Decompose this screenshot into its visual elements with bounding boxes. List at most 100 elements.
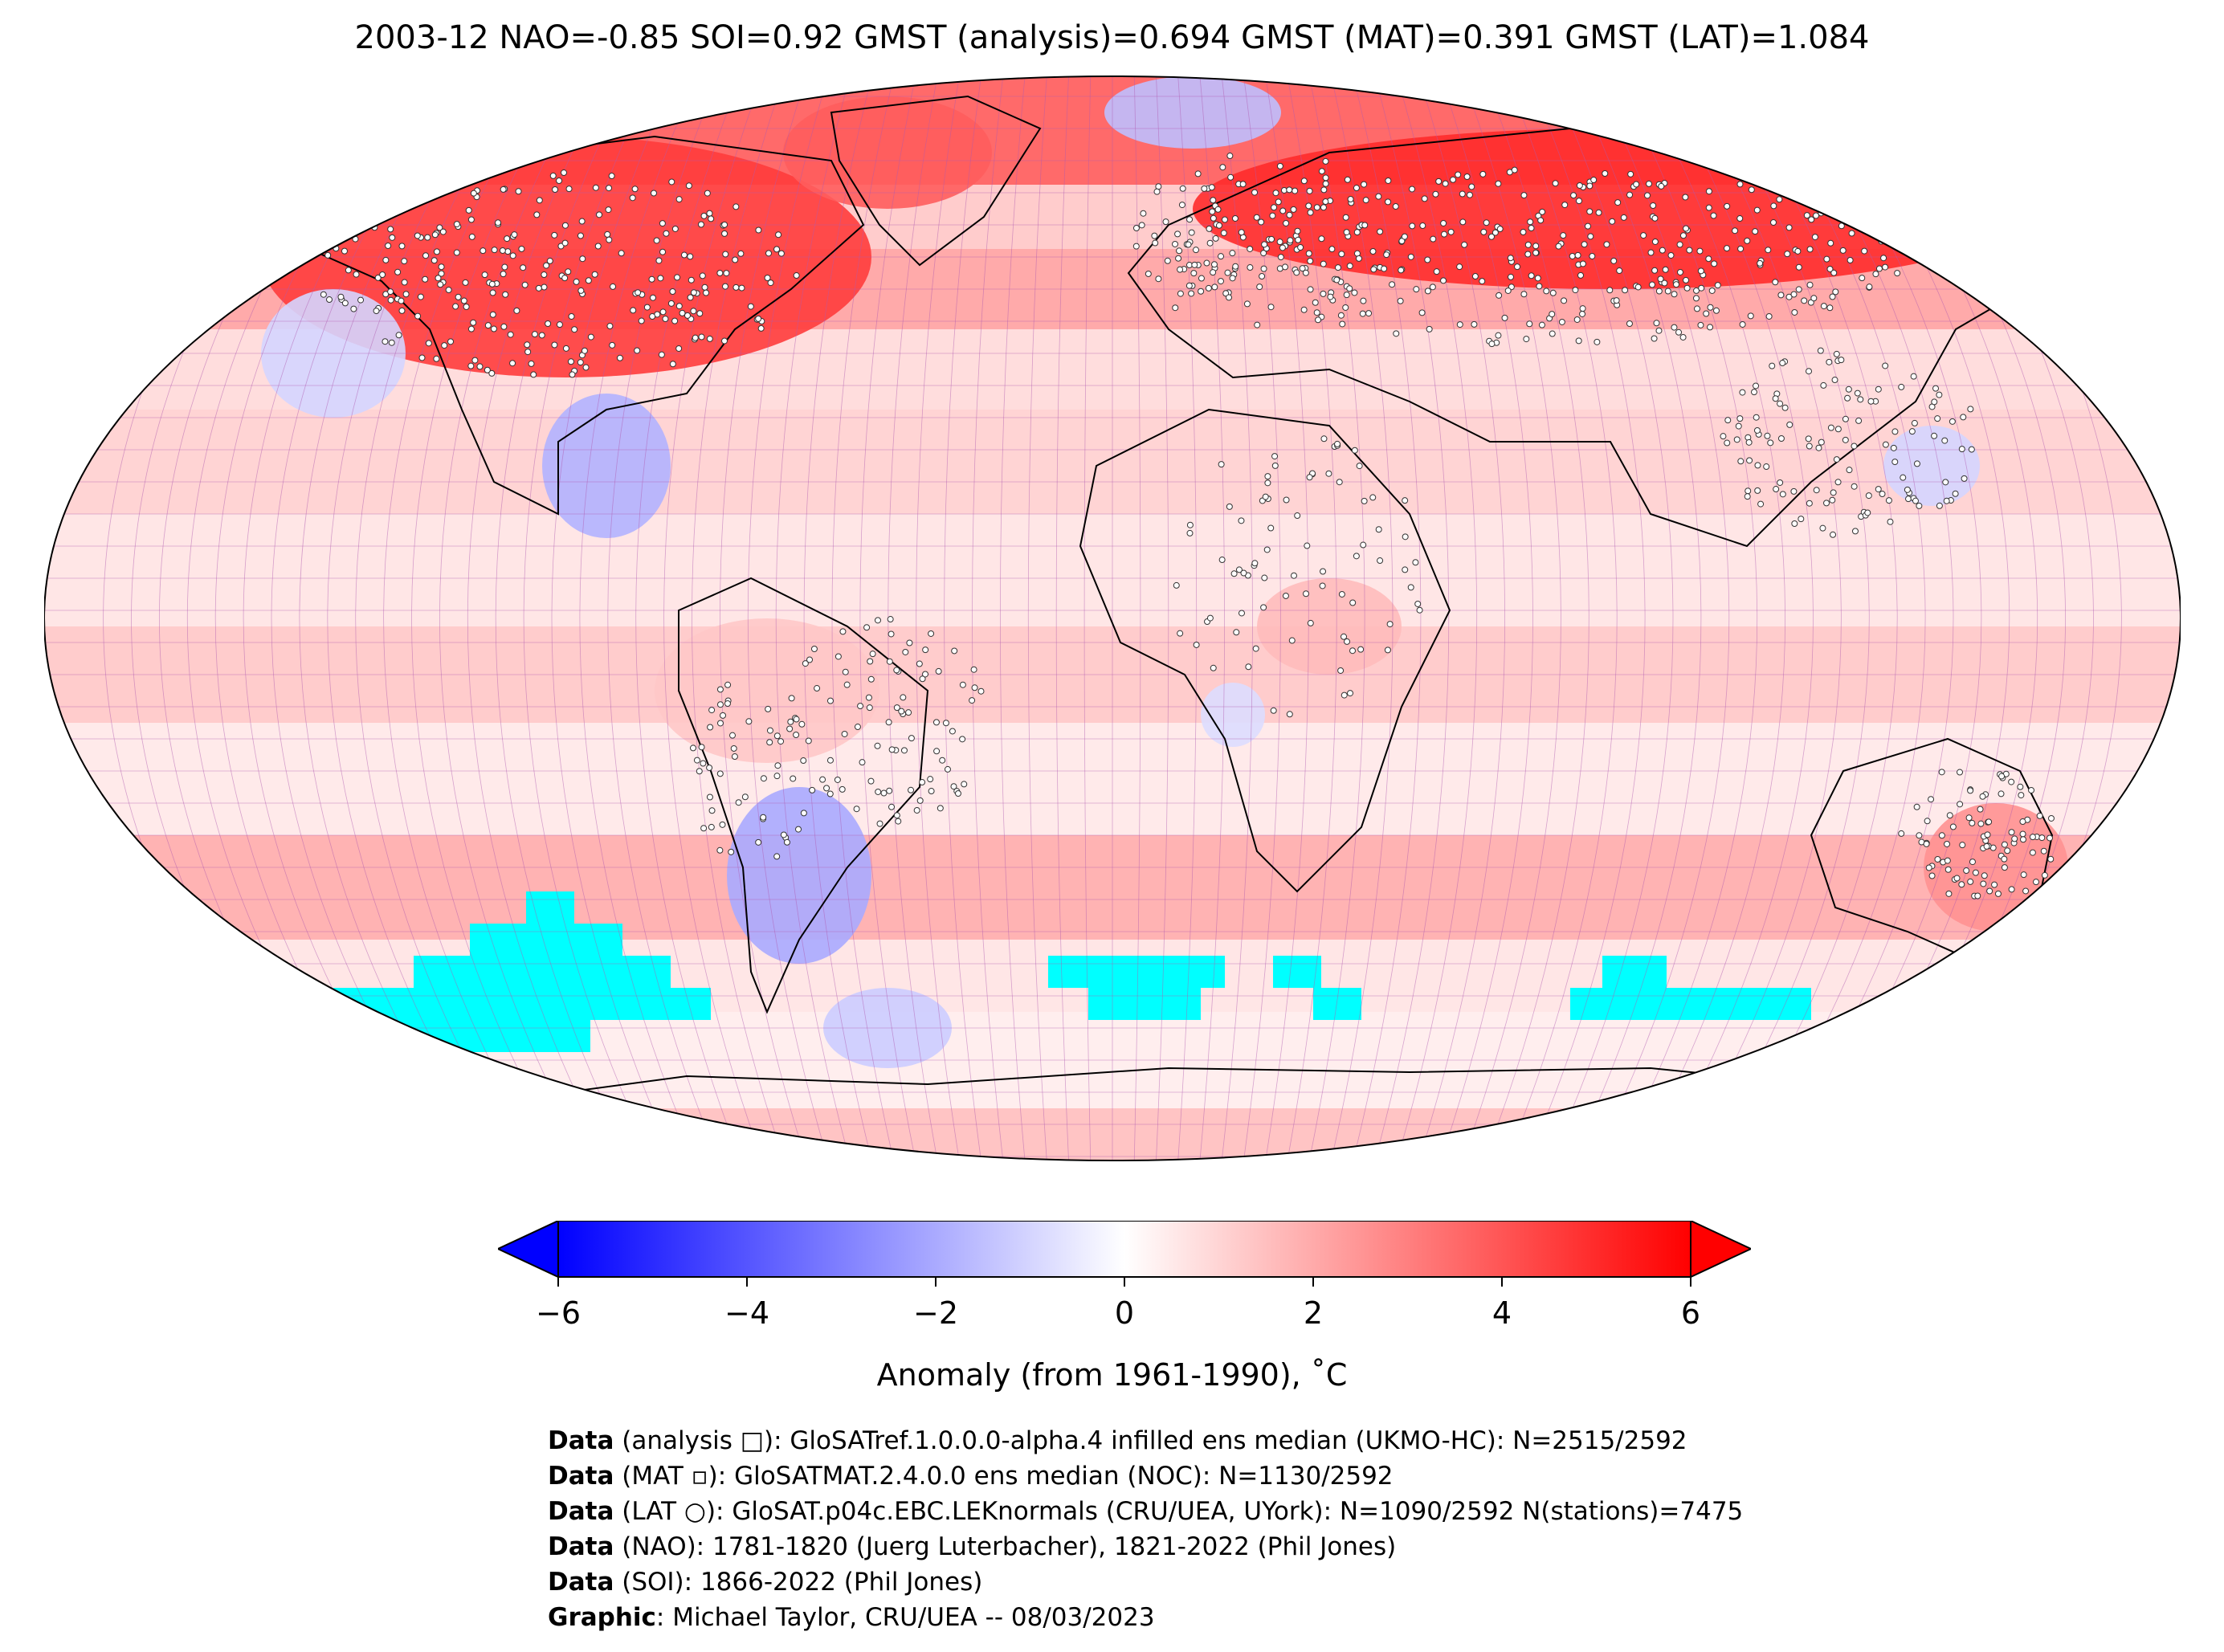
station-marker bbox=[1649, 281, 1656, 288]
station-marker bbox=[2019, 830, 2026, 838]
station-marker bbox=[1798, 516, 1805, 523]
station-marker bbox=[1259, 273, 1266, 280]
station-marker bbox=[760, 775, 767, 782]
station-marker bbox=[1362, 197, 1369, 204]
station-marker bbox=[1552, 180, 1559, 187]
station-marker bbox=[893, 704, 900, 712]
station-marker bbox=[741, 793, 749, 801]
station-marker bbox=[467, 362, 475, 369]
temperature-anomaly-map bbox=[44, 75, 2181, 1161]
station-marker bbox=[1238, 610, 1245, 617]
station-marker bbox=[893, 667, 900, 674]
station-marker bbox=[1218, 557, 1226, 564]
station-marker bbox=[1194, 170, 1202, 177]
station-marker bbox=[671, 317, 679, 324]
station-marker bbox=[374, 274, 382, 281]
station-marker bbox=[764, 274, 771, 281]
station-marker bbox=[414, 312, 422, 320]
station-marker bbox=[489, 311, 496, 318]
station-marker bbox=[630, 307, 637, 314]
station-marker bbox=[606, 323, 614, 330]
grid-meridian bbox=[1695, 76, 1870, 1160]
credit-bold: Data bbox=[548, 1462, 614, 1491]
station-marker bbox=[1258, 218, 1265, 226]
station-marker bbox=[2008, 886, 2015, 893]
colorbar-tick-label: −2 bbox=[913, 1295, 958, 1331]
station-marker bbox=[1251, 189, 1259, 196]
station-marker bbox=[1307, 619, 1314, 626]
station-marker bbox=[783, 838, 790, 846]
station-marker bbox=[524, 341, 531, 349]
station-marker bbox=[379, 271, 386, 278]
station-marker bbox=[609, 341, 616, 349]
station-marker bbox=[513, 307, 520, 314]
station-marker bbox=[528, 360, 535, 367]
station-marker bbox=[679, 309, 686, 316]
station-marker bbox=[1320, 435, 1328, 443]
credit-line: Data (analysis □): GloSATref.1.0.0.0-alp… bbox=[548, 1423, 1743, 1458]
station-marker bbox=[1226, 294, 1233, 301]
station-marker bbox=[1360, 541, 1367, 549]
station-marker bbox=[1650, 202, 1657, 210]
station-marker bbox=[1905, 496, 1912, 503]
station-marker bbox=[436, 224, 443, 231]
station-marker bbox=[1261, 241, 1268, 248]
station-marker bbox=[722, 251, 729, 258]
station-marker bbox=[1177, 630, 1184, 637]
station-marker bbox=[1328, 246, 1336, 253]
station-marker bbox=[573, 278, 580, 285]
station-marker bbox=[1528, 225, 1535, 232]
station-marker bbox=[1985, 818, 1993, 826]
station-marker bbox=[810, 645, 818, 652]
station-marker bbox=[1861, 247, 1868, 255]
station-marker bbox=[1785, 293, 1793, 300]
station-marker bbox=[1634, 283, 1642, 291]
station-marker bbox=[1574, 251, 1581, 259]
station-marker bbox=[766, 727, 773, 734]
station-marker bbox=[793, 272, 800, 279]
station-marker bbox=[1609, 218, 1616, 225]
missing-data-cell bbox=[1570, 988, 1811, 1020]
station-marker bbox=[888, 746, 896, 753]
station-marker bbox=[1320, 204, 1327, 211]
station-marker bbox=[1539, 208, 1546, 215]
station-marker bbox=[1295, 236, 1302, 243]
station-marker bbox=[1732, 227, 1739, 235]
station-marker bbox=[546, 257, 553, 264]
station-marker bbox=[401, 279, 408, 286]
station-marker bbox=[1188, 290, 1195, 297]
station-marker bbox=[1307, 257, 1314, 264]
station-marker bbox=[1912, 497, 1919, 504]
station-marker bbox=[663, 230, 670, 237]
grid-meridian bbox=[747, 76, 832, 1160]
grid-meridian bbox=[692, 76, 789, 1160]
station-marker bbox=[731, 753, 738, 761]
station-marker bbox=[1941, 437, 1949, 444]
station-marker bbox=[1384, 647, 1391, 654]
station-marker bbox=[876, 820, 883, 827]
station-marker bbox=[1162, 218, 1169, 226]
station-marker bbox=[1781, 404, 1789, 411]
station-marker bbox=[951, 647, 958, 655]
station-marker bbox=[1676, 268, 1683, 275]
station-marker bbox=[1769, 362, 1776, 369]
station-marker bbox=[1683, 225, 1690, 232]
station-marker bbox=[565, 268, 572, 275]
station-marker bbox=[504, 235, 511, 243]
station-marker bbox=[1260, 604, 1267, 611]
credit-text: (NAO): 1781-1820 (Juerg Luterbacher), 18… bbox=[614, 1532, 1397, 1561]
station-marker bbox=[1834, 479, 1842, 486]
station-marker bbox=[1882, 441, 1889, 448]
station-marker bbox=[1705, 188, 1712, 195]
station-marker bbox=[1655, 327, 1663, 334]
station-marker bbox=[1306, 474, 1313, 481]
station-marker bbox=[959, 736, 966, 743]
credits-block: Data (analysis □): GloSATref.1.0.0.0-alp… bbox=[548, 1423, 1743, 1635]
station-marker bbox=[501, 263, 508, 271]
station-marker bbox=[1282, 592, 1289, 599]
station-marker bbox=[606, 185, 613, 192]
station-marker bbox=[1179, 185, 1186, 192]
station-marker bbox=[1707, 324, 1714, 331]
station-marker bbox=[1315, 316, 1322, 324]
station-marker bbox=[604, 230, 611, 238]
